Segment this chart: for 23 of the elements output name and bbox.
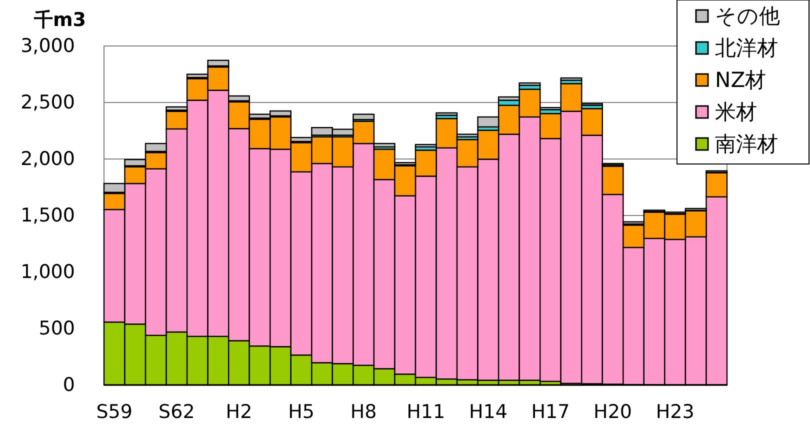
x-tick-label: S59 <box>96 401 133 423</box>
x-tick-label: H11 <box>406 401 446 423</box>
x-tick-label: H23 <box>656 401 694 423</box>
y-tick-label: 3,000 <box>20 35 75 57</box>
x-tick-label: H14 <box>468 401 508 423</box>
y-tick-label: 2,500 <box>20 92 75 114</box>
x-tick-label: H17 <box>531 401 570 423</box>
y-axis-title: 千m3 <box>33 9 86 31</box>
legend-label: 南洋材 <box>715 132 778 156</box>
x-tick-label: H20 <box>594 401 632 423</box>
x-tick-label: H8 <box>350 401 377 423</box>
y-tick-label: 2,000 <box>20 148 75 170</box>
x-tick-label: H2 <box>226 401 252 423</box>
y-tick-label: 500 <box>38 318 75 340</box>
legend-label: 米材 <box>715 100 757 124</box>
legend-label: その他 <box>715 4 780 28</box>
legend-label: NZ材 <box>715 68 766 92</box>
y-tick-label: 1,000 <box>20 261 75 283</box>
y-tick-label: 1,500 <box>20 204 75 226</box>
x-tick-label: S62 <box>158 401 195 423</box>
y-tick-label: 0 <box>62 374 75 396</box>
x-tick-label: H5 <box>288 401 314 423</box>
legend-label: 北洋材 <box>715 36 778 60</box>
